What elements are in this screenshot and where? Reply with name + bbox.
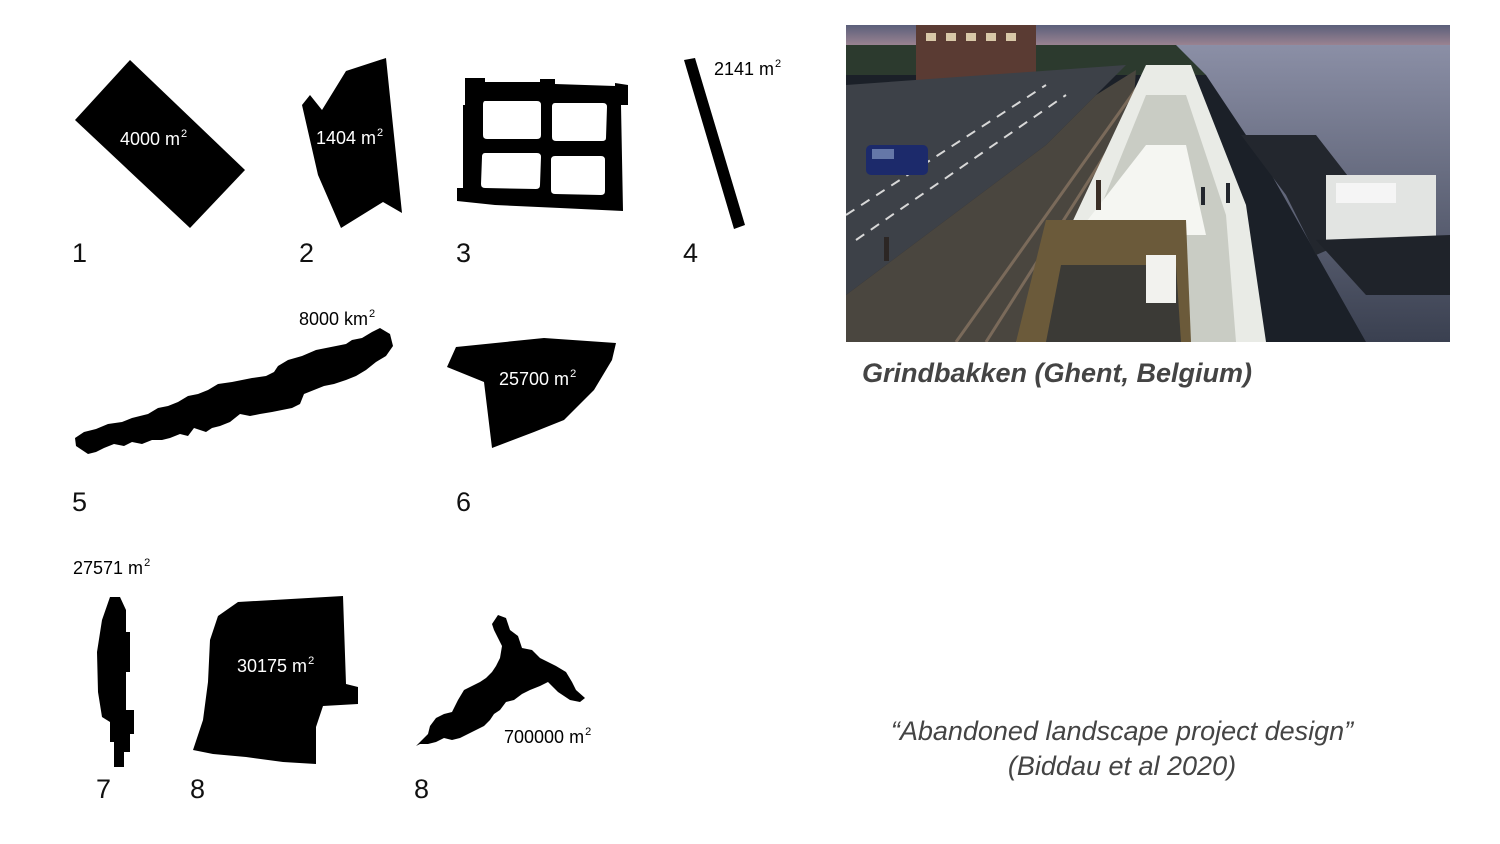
plot-4-shape [684,58,745,229]
plot-8b-number: 8 [414,774,430,804]
plot-7-area: 27571 m2 [73,557,151,578]
plot-8a-shape [193,596,358,764]
plot-6-number: 6 [456,487,472,517]
plot-4-number: 4 [683,238,699,268]
plot-7-number: 7 [96,774,112,804]
plot-1-shape [75,60,245,228]
plot-5-number: 5 [72,487,88,517]
quote-citation: (Biddau et al 2020) [1007,751,1237,781]
quote-block: “Abandoned landscape project design” (Bi… [846,714,1398,784]
plot-8a-area: 30175 m2 [237,655,315,676]
plot-2-area: 1404 m2 [316,127,384,148]
grindbakken-photo [846,25,1450,342]
plot-6-shape [447,338,616,448]
plot-2-number: 2 [299,238,315,268]
quote-title: “Abandoned landscape project design” [890,716,1354,746]
plot-1-number: 1 [72,238,88,268]
plot-8b-area: 700000 m2 [504,726,592,747]
plot-5-shape [75,328,393,454]
plot-5-area: 8000 km2 [299,308,376,329]
plot-8b-shape [416,615,585,746]
plot-3-number: 3 [456,238,472,268]
photo-caption: Grindbakken (Ghent, Belgium) [862,358,1253,388]
plot-2-shape [302,58,402,228]
plot-4-area: 2141 m2 [714,58,782,79]
plot-8a-number: 8 [190,774,206,804]
plot-6-area: 25700 m2 [499,368,577,389]
plot-1-area: 4000 m2 [120,128,188,149]
plot-7-shape [97,597,134,767]
plot-3-shape [457,78,628,211]
